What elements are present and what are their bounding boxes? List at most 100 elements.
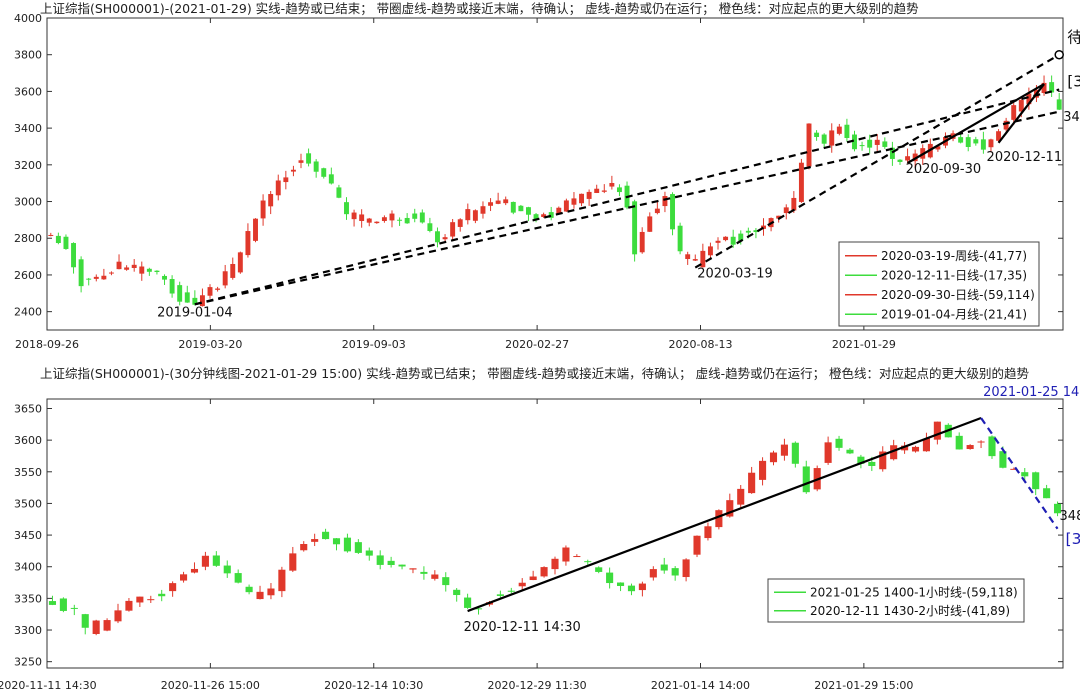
chart-panel-30min: 上证综指(SH000001)-(30分钟线图-2021-01-29 15:00)… [0, 362, 1080, 695]
y-tick-label: 3550 [14, 466, 42, 479]
price-bar [48, 601, 57, 605]
price-bar [518, 582, 526, 587]
x-tick-label: 2021-01-29 [832, 338, 896, 351]
price-bar [495, 200, 501, 204]
x-tick-label: 2019-03-20 [178, 338, 242, 351]
price-bar [609, 182, 615, 187]
price-bar [988, 436, 996, 457]
price-bar [245, 586, 253, 593]
price-bar [670, 194, 675, 230]
annotation-label: 3483.07 [1063, 110, 1080, 125]
price-bar [814, 132, 820, 137]
price-bar [890, 445, 898, 460]
price-bar [442, 237, 448, 240]
x-tick-label: 2020-02-27 [505, 338, 569, 351]
price-bar [139, 266, 145, 274]
annotation-label: [3653.83--4102.73] [1067, 72, 1080, 90]
price-bar [738, 233, 744, 241]
price-bar [237, 252, 243, 273]
price-bar [571, 198, 577, 205]
price-bar [397, 219, 403, 221]
price-bar [108, 272, 114, 274]
price-bar [114, 610, 122, 622]
price-bar [824, 442, 832, 463]
price-bar [821, 134, 827, 144]
price-bar [692, 259, 698, 261]
price-bar [207, 287, 213, 296]
price-bar [48, 234, 54, 236]
price-bar [586, 191, 592, 199]
price-bar [59, 598, 67, 611]
price-bar [412, 213, 418, 219]
price-bar [525, 207, 531, 215]
price-bar [660, 564, 668, 571]
price-bar [573, 556, 581, 558]
y-tick-label: 3650 [14, 402, 42, 415]
price-bar [253, 218, 258, 241]
legend-entry: 2020-12-11 1430-2小时线-(41,89) [810, 604, 1010, 618]
price-bar [125, 600, 133, 611]
price-bar [776, 215, 782, 219]
price-bar [442, 577, 450, 586]
price-bar [300, 544, 308, 551]
price-bar [212, 555, 220, 566]
price-bar [180, 574, 188, 581]
price-bar [81, 614, 89, 628]
price-bar [791, 442, 799, 464]
price-bar [381, 217, 387, 221]
price-bar [835, 438, 843, 448]
price-bar [322, 531, 330, 540]
annotation-label: 2020-12-11 14:30 [464, 620, 581, 635]
price-bar [1010, 468, 1018, 470]
legend-entry: 2020-03-19-周线-(41,77) [881, 249, 1027, 263]
price-bar [457, 219, 463, 227]
price-bar [616, 187, 622, 193]
price-bar [639, 231, 645, 253]
price-bar [510, 201, 516, 213]
price-bar [328, 174, 334, 184]
price-bar [92, 620, 100, 634]
price-bar [1003, 120, 1009, 130]
legend-entry: 2021-01-25 1400-1小时线-(59,118) [810, 585, 1018, 599]
plot-area [46, 17, 1064, 331]
y-tick-label: 3400 [14, 561, 42, 574]
trend-line [467, 416, 982, 613]
price-bar [836, 126, 842, 134]
x-tick-label: 2020-12-14 10:30 [324, 679, 423, 692]
annotation-label: 2019-01-04 [157, 305, 233, 320]
price-bar [199, 295, 205, 307]
trend-line [194, 88, 1060, 306]
price-bar [321, 168, 327, 177]
y-tick-label: 3600 [14, 434, 42, 447]
price-bar [935, 146, 941, 150]
price-bar [496, 594, 504, 596]
price-bar [859, 145, 865, 147]
price-bar [398, 564, 406, 567]
price-bar [745, 230, 751, 233]
annotation-label: 2020-09-30 [906, 162, 982, 177]
price-bar [759, 460, 767, 480]
trend-line [194, 110, 1060, 306]
price-bar [1041, 82, 1047, 94]
price-bar [723, 236, 729, 241]
y-tick-label: 3450 [14, 529, 42, 542]
price-bar [533, 214, 539, 220]
price-bar [488, 202, 494, 206]
price-bar [955, 435, 963, 450]
price-bar [1011, 105, 1017, 120]
annotation-label: 2020-12-11 [987, 150, 1063, 165]
price-bar [798, 162, 804, 202]
price-bar [290, 169, 296, 172]
y-tick-label: 3800 [14, 49, 42, 62]
price-bar [124, 267, 130, 270]
chart-canvas-daily: 上证综指(SH000001)-(2021-01-29) 实线-趋势或已结束； 带… [14, 1, 1080, 351]
price-bar [685, 254, 691, 260]
y-tick-label: 3350 [14, 592, 42, 605]
price-bar [215, 288, 221, 290]
price-bar [177, 285, 183, 302]
annotation-label: 待确认 [3694.39--3776.59] [1067, 29, 1080, 47]
price-bar [435, 231, 440, 243]
price-bar [737, 488, 745, 505]
price-bar [726, 500, 734, 517]
price-bar [63, 236, 69, 249]
